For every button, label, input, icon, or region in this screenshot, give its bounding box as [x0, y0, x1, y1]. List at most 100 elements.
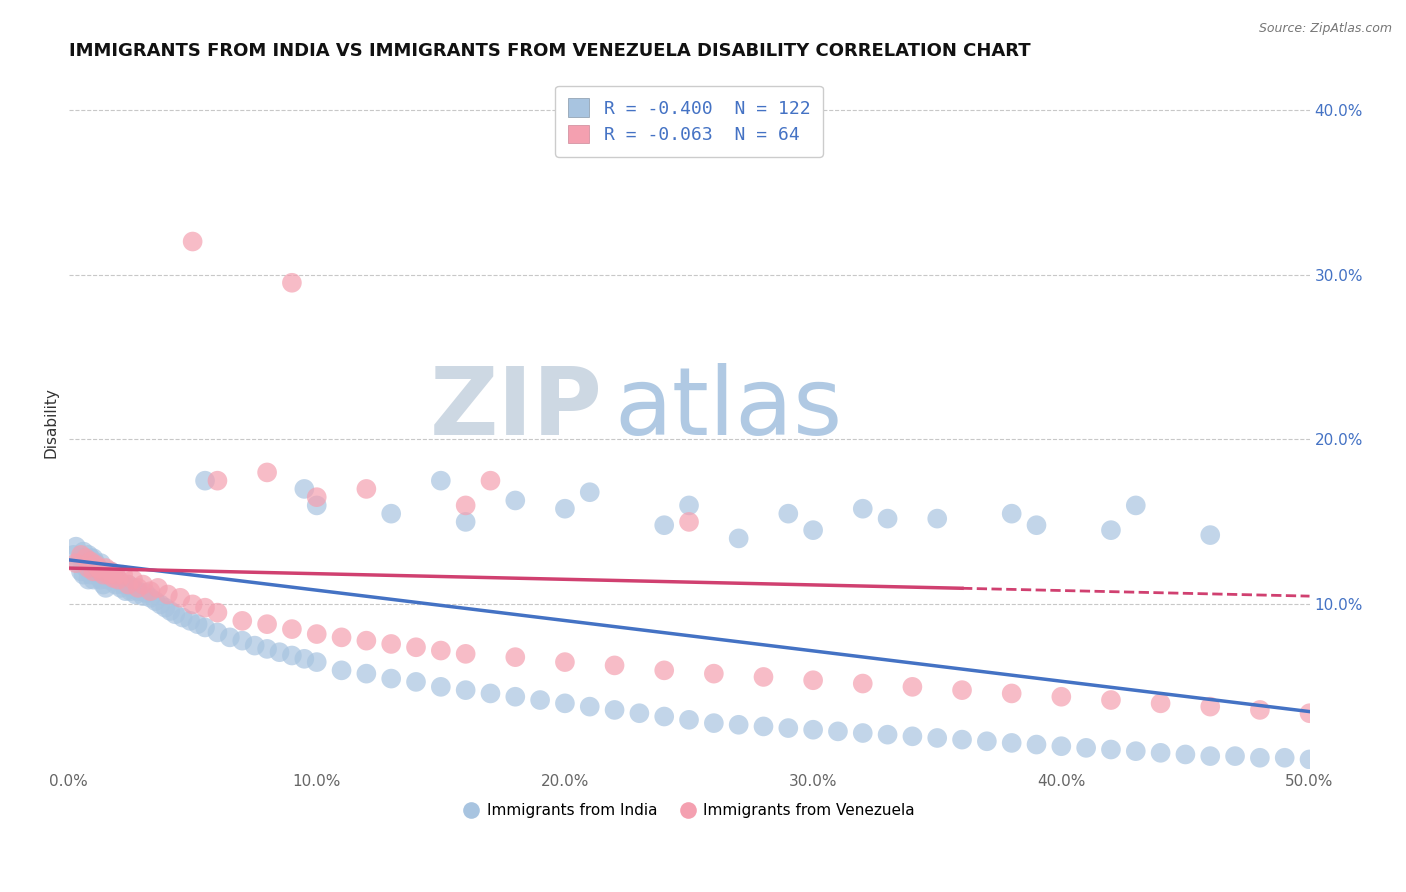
Point [94, 561, 117, 575]
Point [80, 551, 103, 566]
Point [727, 718, 749, 732]
Point [65, 556, 87, 570]
Point [801, 673, 824, 688]
Point [110, 581, 132, 595]
Point [678, 713, 700, 727]
Point [430, 643, 453, 657]
Point [65, 540, 87, 554]
Point [578, 485, 600, 500]
Point [145, 594, 167, 608]
Point [90, 556, 112, 570]
Point [454, 499, 477, 513]
Point [330, 664, 353, 678]
Point [75, 551, 97, 566]
Point [852, 726, 875, 740]
Point [901, 680, 924, 694]
Point [305, 655, 328, 669]
Point [1050, 690, 1073, 704]
Point [1149, 746, 1171, 760]
Point [181, 598, 204, 612]
Point [82, 551, 104, 566]
Point [305, 499, 328, 513]
Point [430, 680, 453, 694]
Point [305, 490, 328, 504]
Point [169, 591, 191, 605]
Point [503, 650, 526, 665]
Point [84, 565, 107, 579]
Point [207, 606, 229, 620]
Legend: Immigrants from India, Immigrants from Venezuela: Immigrants from India, Immigrants from V… [457, 797, 921, 824]
Point [122, 573, 145, 587]
Point [380, 672, 402, 686]
Point [603, 703, 626, 717]
Point [172, 610, 194, 624]
Point [82, 565, 104, 579]
Point [87, 561, 110, 575]
Point [703, 666, 725, 681]
Point [103, 567, 125, 582]
Point [652, 518, 675, 533]
Point [231, 614, 253, 628]
Point [269, 645, 291, 659]
Point [72, 544, 94, 558]
Point [139, 591, 162, 605]
Point [120, 584, 142, 599]
Point [628, 706, 651, 721]
Point [927, 731, 949, 745]
Point [1174, 747, 1197, 762]
Point [901, 729, 924, 743]
Point [84, 558, 107, 572]
Text: IMMIGRANTS FROM INDIA VS IMMIGRANTS FROM VENEZUELA DISABILITY CORRELATION CHART: IMMIGRANTS FROM INDIA VS IMMIGRANTS FROM… [69, 42, 1031, 60]
Point [70, 548, 93, 562]
Point [852, 501, 875, 516]
Point [976, 734, 998, 748]
Point [578, 699, 600, 714]
Point [112, 567, 135, 582]
Point [479, 686, 502, 700]
Point [117, 577, 139, 591]
Point [778, 507, 800, 521]
Point [117, 577, 139, 591]
Point [149, 598, 172, 612]
Point [356, 482, 378, 496]
Point [218, 631, 240, 645]
Point [1001, 507, 1024, 521]
Text: atlas: atlas [614, 363, 842, 455]
Point [852, 676, 875, 690]
Point [156, 587, 179, 601]
Point [1298, 752, 1320, 766]
Point [179, 614, 201, 628]
Point [801, 523, 824, 537]
Point [503, 493, 526, 508]
Point [84, 556, 107, 570]
Point [1249, 703, 1271, 717]
Point [165, 607, 187, 622]
Point [80, 567, 103, 582]
Point [1274, 751, 1296, 765]
Point [146, 581, 169, 595]
Point [1099, 523, 1122, 537]
Point [127, 584, 149, 599]
Point [827, 724, 849, 739]
Point [292, 652, 315, 666]
Point [529, 693, 551, 707]
Point [1199, 749, 1222, 764]
Point [100, 565, 122, 579]
Point [114, 584, 136, 599]
Point [1050, 739, 1073, 754]
Point [256, 641, 278, 656]
Point [127, 581, 149, 595]
Point [503, 690, 526, 704]
Point [82, 573, 104, 587]
Point [155, 600, 177, 615]
Point [454, 515, 477, 529]
Point [187, 617, 209, 632]
Point [1223, 749, 1246, 764]
Point [77, 548, 100, 562]
Point [1001, 736, 1024, 750]
Point [77, 561, 100, 575]
Point [454, 647, 477, 661]
Point [70, 551, 93, 566]
Point [778, 721, 800, 735]
Point [1025, 738, 1047, 752]
